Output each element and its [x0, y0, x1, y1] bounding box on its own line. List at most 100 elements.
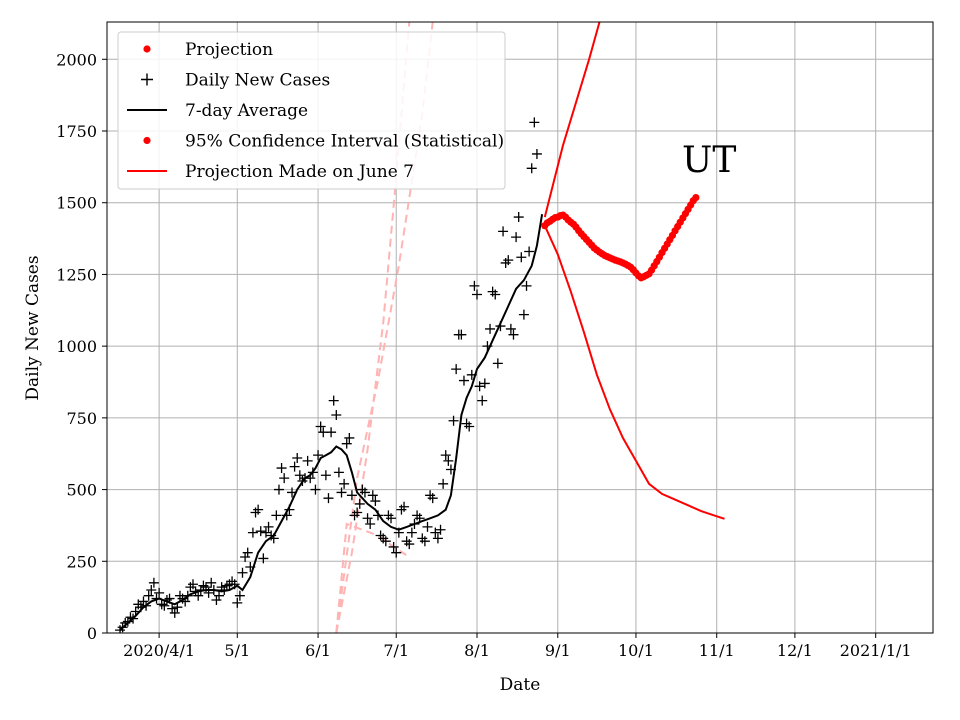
data-point-cases: [336, 487, 347, 498]
data-point-cases: [414, 513, 425, 524]
data-point-cases: [516, 252, 527, 263]
data-point-cases: [339, 478, 350, 489]
x-tick-label: 9/1: [545, 641, 571, 660]
x-tick-label: 11/1: [699, 641, 735, 660]
series-line-lower-bound-statistical: [543, 225, 725, 520]
data-point-cases: [258, 553, 269, 564]
data-point-cases: [172, 602, 183, 613]
data-point-cases: [245, 562, 256, 573]
data-point-cases: [203, 587, 214, 598]
data-point-cases: [187, 579, 198, 590]
y-tick-label: 0: [87, 624, 97, 643]
data-point-cases: [354, 498, 365, 509]
legend-label: Projection Made on June 7: [185, 162, 414, 182]
x-axis: 2020/4/1 5/1 6/1 7/1 8/1 9/1 10/1 11/1 12/1 2021/…: [123, 633, 912, 660]
data-point-cases: [229, 579, 240, 590]
data-point-cases: [406, 527, 417, 538]
data-point-cases: [440, 450, 451, 461]
data-point-cases: [391, 547, 402, 558]
data-point-cases: [307, 467, 318, 478]
data-point-cases: [341, 438, 352, 449]
data-point-cases: [284, 504, 295, 515]
data-point-cases: [240, 551, 251, 562]
series-line-june-7-ci-mid: [335, 22, 434, 633]
data-point-cases: [313, 450, 324, 461]
data-point-cases: [151, 593, 162, 604]
x-axis-label: Date: [500, 675, 541, 695]
data-point-cases: [531, 148, 542, 159]
data-point-cases: [344, 432, 355, 443]
y-axis-label: Daily New Cases: [23, 255, 43, 400]
data-point-cases: [260, 527, 271, 538]
data-point-cases: [469, 280, 480, 291]
data-point-cases: [503, 255, 514, 266]
data-point-cases: [253, 504, 264, 515]
data-point-cases: [148, 577, 159, 588]
data-point-cases: [206, 577, 217, 588]
data-point-cases: [326, 427, 337, 438]
data-point-cases: [195, 584, 206, 595]
data-point-cases: [521, 280, 532, 291]
y-tick-label: 250: [66, 552, 97, 571]
data-point-cases: [430, 527, 441, 538]
data-point-cases: [287, 487, 298, 498]
data-point-cases: [346, 490, 357, 501]
series-line-7-day-average: [119, 214, 544, 631]
data-point-cases: [289, 461, 300, 472]
y-tick-label: 500: [66, 481, 97, 500]
data-point-cases: [281, 510, 292, 521]
legend-key-daily-new-cases: [141, 73, 153, 86]
x-tick-label: 12/1: [777, 641, 813, 660]
y-axis: 0 250 500 750 1000 1250 1500 1750 2000: [56, 50, 107, 643]
data-point-cases: [193, 590, 204, 601]
legend-label: 95% Confidence Interval (Statistical): [185, 132, 504, 152]
data-point-cases: [271, 510, 282, 521]
data-point-cases: [393, 527, 404, 538]
series-layer: [115, 22, 725, 633]
x-tick-label: 8/1: [464, 641, 490, 660]
data-point-cases: [380, 536, 391, 547]
legend: Projection Daily New Cases 7-day Average 95…: [117, 31, 506, 190]
data-point-cases: [279, 473, 290, 484]
data-point-cases: [485, 323, 496, 334]
data-point-cases: [221, 580, 232, 591]
series-line-june-7-ci-lower: [335, 522, 410, 633]
data-point-cases: [482, 341, 493, 352]
data-point-cases: [234, 590, 245, 601]
data-point-cases: [328, 395, 339, 406]
data-point-cases: [247, 527, 258, 538]
data-point-cases: [352, 507, 363, 518]
y-tick-label: 1000: [56, 337, 97, 356]
data-point-cases: [477, 395, 488, 406]
data-point-cases: [198, 580, 209, 591]
data-point-cases: [143, 590, 154, 601]
data-point-cases: [529, 117, 540, 128]
data-point-cases: [211, 595, 222, 606]
data-point-cases: [117, 622, 128, 633]
data-point-cases: [443, 455, 454, 466]
data-point-cases: [219, 584, 230, 595]
data-point-cases: [511, 232, 522, 243]
data-point-cases: [320, 470, 331, 481]
legend-label: Projection: [185, 40, 273, 60]
annotation-text: UT: [682, 140, 736, 181]
data-point-cases: [456, 329, 467, 340]
data-point-cases: [305, 473, 316, 484]
data-point-cases: [182, 590, 193, 601]
data-point-cases: [438, 478, 449, 489]
data-point-cases: [237, 567, 248, 578]
data-point-cases: [370, 496, 381, 507]
data-point-cases: [524, 246, 535, 257]
x-tick-label: 10/1: [618, 641, 654, 660]
data-point-cases: [479, 378, 490, 389]
data-point-cases: [472, 289, 483, 300]
data-point-cases: [359, 487, 370, 498]
data-point-cases: [128, 613, 139, 624]
data-point-cases: [276, 463, 287, 474]
data-point-cases: [490, 289, 501, 300]
data-point-cases: [310, 484, 321, 495]
data-point-cases: [255, 526, 266, 537]
data-point-cases: [292, 453, 303, 464]
data-point-cases: [122, 616, 133, 627]
